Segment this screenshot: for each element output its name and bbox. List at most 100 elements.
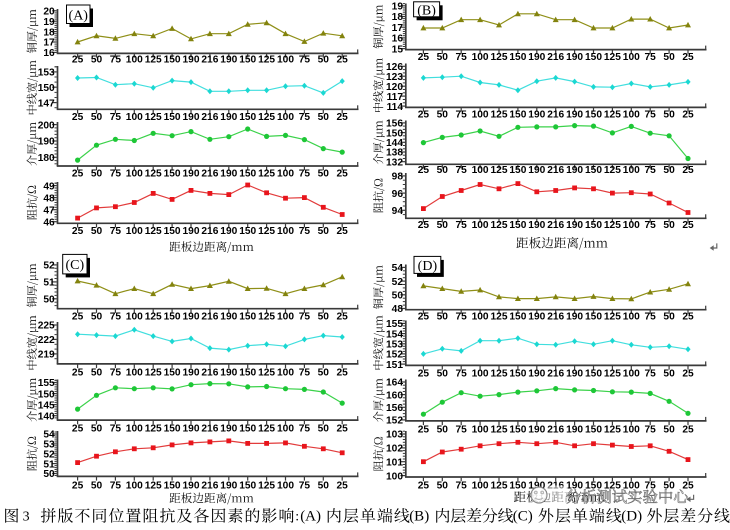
svg-text:25: 25 (337, 368, 349, 379)
svg-text:52: 52 (43, 261, 55, 272)
svg-text:16: 16 (392, 34, 404, 45)
svg-text:75: 75 (645, 311, 657, 322)
svg-text:25: 25 (682, 110, 694, 121)
svg-text:54: 54 (43, 430, 55, 441)
svg-text:153: 153 (386, 339, 403, 350)
svg-text:216: 216 (201, 481, 218, 492)
svg-text:25: 25 (337, 169, 349, 180)
svg-text:150: 150 (509, 369, 526, 380)
svg-text:190: 190 (183, 226, 200, 237)
svg-text:150: 150 (239, 169, 256, 180)
svg-text:216: 216 (201, 311, 218, 322)
svg-text:53: 53 (43, 440, 55, 451)
svg-text:190: 190 (220, 226, 237, 237)
svg-text:150: 150 (38, 389, 55, 400)
svg-text:50: 50 (91, 55, 103, 66)
svg-text:50: 50 (318, 368, 330, 379)
svg-text:190: 190 (220, 481, 237, 492)
svg-text:75: 75 (456, 481, 468, 492)
svg-text:160: 160 (386, 390, 403, 401)
svg-text:216: 216 (201, 112, 218, 123)
svg-text:222: 222 (38, 335, 55, 346)
svg-text:216: 216 (547, 311, 564, 322)
svg-text:216: 216 (201, 424, 218, 435)
svg-text:75: 75 (645, 424, 657, 435)
svg-text:125: 125 (604, 481, 621, 492)
svg-text:25: 25 (418, 311, 430, 322)
svg-text:75: 75 (299, 368, 311, 379)
svg-text:150: 150 (509, 481, 526, 492)
svg-text:190: 190 (183, 424, 200, 435)
svg-text:100: 100 (472, 481, 489, 492)
svg-text:50: 50 (663, 220, 675, 231)
svg-text:190: 190 (566, 110, 583, 121)
svg-text:125: 125 (604, 369, 621, 380)
svg-text:75: 75 (645, 369, 657, 380)
svg-text:190: 190 (528, 481, 545, 492)
svg-text:216: 216 (201, 169, 218, 180)
svg-text:150: 150 (239, 226, 256, 237)
svg-text:100: 100 (277, 169, 294, 180)
svg-text:25: 25 (682, 311, 694, 322)
svg-text:155: 155 (38, 378, 55, 389)
svg-text:25: 25 (72, 112, 84, 123)
svg-text:75: 75 (645, 110, 657, 121)
svg-text:150: 150 (386, 128, 403, 139)
svg-text:150: 150 (164, 55, 181, 66)
svg-text:125: 125 (604, 110, 621, 121)
svg-text:25: 25 (337, 112, 349, 123)
svg-text:100: 100 (623, 424, 640, 435)
svg-text:50: 50 (663, 165, 675, 176)
svg-text:75: 75 (299, 112, 311, 123)
svg-text:(A): (A) (69, 8, 89, 23)
svg-text:190: 190 (220, 112, 237, 123)
svg-text:100: 100 (126, 55, 143, 66)
svg-text:75: 75 (456, 424, 468, 435)
svg-text:50: 50 (663, 369, 675, 380)
svg-text:25: 25 (418, 481, 430, 492)
svg-text:190: 190 (220, 368, 237, 379)
svg-text:50: 50 (437, 369, 449, 380)
svg-text:225: 225 (38, 321, 55, 332)
svg-text:100: 100 (472, 52, 489, 63)
svg-text:216: 216 (201, 368, 218, 379)
svg-text:48: 48 (43, 193, 55, 204)
svg-text:25: 25 (682, 424, 694, 435)
svg-text:190: 190 (220, 311, 237, 322)
svg-text:17: 17 (392, 23, 404, 34)
svg-text:25: 25 (72, 481, 84, 492)
svg-text:145: 145 (38, 400, 55, 411)
svg-text:100: 100 (277, 226, 294, 237)
svg-text:100: 100 (472, 220, 489, 231)
svg-text:100: 100 (623, 52, 640, 63)
svg-text:50: 50 (437, 220, 449, 231)
svg-text:190: 190 (566, 481, 583, 492)
svg-text:50: 50 (91, 169, 103, 180)
svg-text:25: 25 (418, 424, 430, 435)
svg-text:25: 25 (337, 481, 349, 492)
svg-text:100: 100 (126, 311, 143, 322)
svg-text:25: 25 (418, 52, 430, 63)
svg-text:50: 50 (318, 112, 330, 123)
svg-text:190: 190 (183, 169, 200, 180)
svg-text:75: 75 (110, 169, 122, 180)
svg-text:75: 75 (645, 165, 657, 176)
svg-text:(C): (C) (66, 258, 85, 273)
svg-text:150: 150 (239, 424, 256, 435)
svg-text:216: 216 (201, 55, 218, 66)
svg-text:25: 25 (682, 220, 694, 231)
svg-text:150: 150 (509, 424, 526, 435)
svg-text:150: 150 (164, 481, 181, 492)
svg-text:75: 75 (110, 481, 122, 492)
svg-text:100: 100 (386, 471, 403, 482)
svg-text:125: 125 (491, 110, 508, 121)
svg-text:50: 50 (437, 110, 449, 121)
svg-text:140: 140 (38, 411, 55, 422)
svg-text:46: 46 (43, 217, 55, 228)
svg-text:190: 190 (528, 369, 545, 380)
svg-text:101: 101 (386, 457, 403, 468)
svg-text:100: 100 (126, 481, 143, 492)
svg-text:75: 75 (456, 52, 468, 63)
svg-text:75: 75 (456, 369, 468, 380)
svg-text:125: 125 (491, 369, 508, 380)
